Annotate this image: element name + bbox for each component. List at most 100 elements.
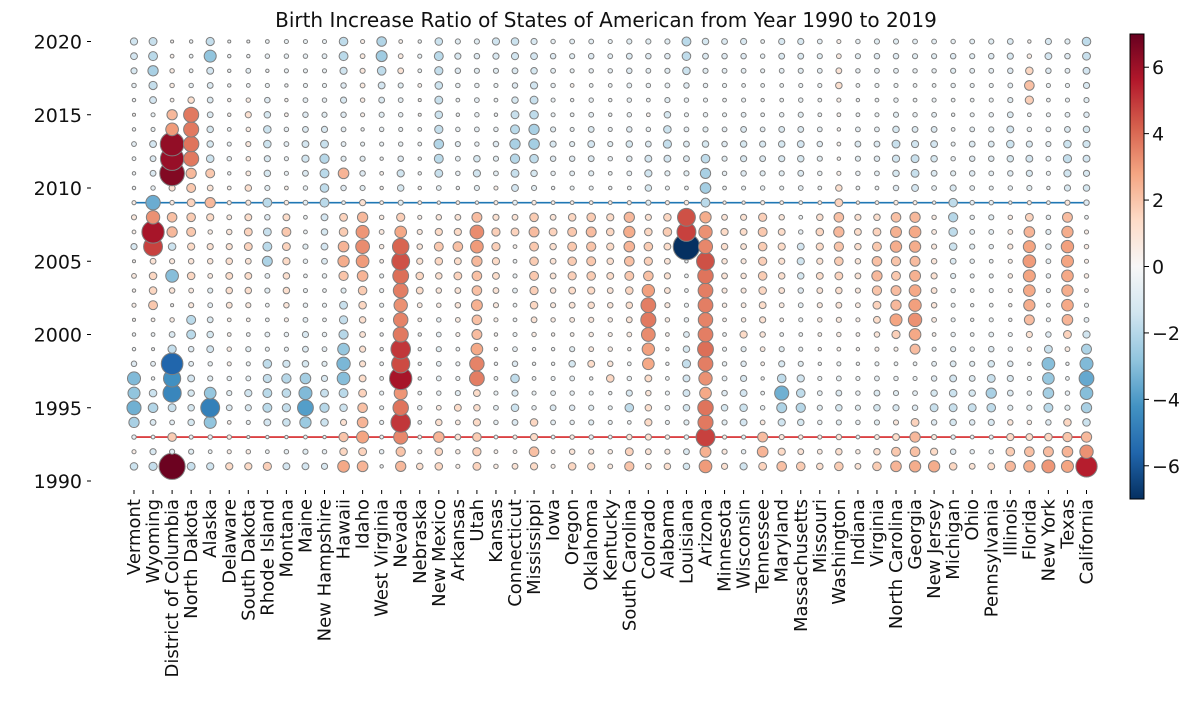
x-tick-label: Massachusetts [791, 499, 812, 632]
bubble-point [889, 240, 903, 253]
x-tick-label: Hawaii [334, 499, 355, 559]
bubble-point [778, 52, 786, 60]
x-tick-label: Alaska [200, 499, 221, 558]
bubble-point [206, 82, 214, 89]
bubble-point [169, 53, 175, 59]
bubble-point [244, 388, 253, 398]
bubble-point [949, 257, 957, 265]
bubble-point [454, 316, 461, 323]
bubble-point [130, 67, 138, 75]
bubble-point [949, 418, 957, 427]
bubble-point [700, 153, 711, 164]
bubble-point [836, 156, 842, 161]
bubble-point [606, 213, 615, 222]
bubble-point [1026, 390, 1033, 396]
bubble-point [512, 258, 518, 264]
bubble-point [392, 399, 409, 416]
bubble-point [358, 374, 367, 383]
bubble-point [891, 329, 901, 340]
bubble-point [836, 361, 842, 367]
bubble-point [702, 126, 709, 133]
bubble-point [569, 68, 575, 74]
bubble-point [892, 38, 900, 45]
bubble-point [740, 155, 748, 163]
bubble-point [664, 434, 671, 440]
bubble-point [149, 155, 157, 163]
bubble-point [890, 285, 902, 297]
bubble-point [336, 356, 351, 371]
bubble-point [1083, 199, 1090, 206]
bubble-point [912, 390, 918, 397]
bubble-point [1062, 431, 1073, 443]
bubble-point [1045, 126, 1052, 133]
x-tick-label: Kansas [486, 499, 507, 563]
bubble-point [510, 52, 520, 61]
bubble-point [697, 239, 714, 255]
bubble-point [491, 241, 501, 252]
bubble-point [644, 154, 653, 163]
bubble-point [188, 53, 194, 59]
bubble-point [874, 434, 880, 440]
bubble-point [683, 97, 690, 103]
bubble-point [721, 170, 728, 177]
bubble-point [417, 141, 423, 147]
bubble-point [550, 185, 556, 191]
bubble-point [356, 416, 369, 429]
bubble-point [321, 273, 328, 279]
bubble-point [700, 197, 711, 208]
bubble-point [969, 448, 975, 455]
bubble-point [1079, 356, 1094, 371]
bubble-point [510, 403, 520, 413]
y-tick-label: 2000 [34, 325, 82, 347]
bubble-point [605, 374, 615, 383]
bubble-point [302, 111, 309, 118]
bubble-point [778, 433, 785, 441]
bubble-point [740, 213, 748, 221]
bubble-point [587, 359, 596, 368]
bubble-point [435, 404, 442, 411]
bubble-point [263, 110, 272, 119]
bubble-point [319, 197, 330, 208]
bubble-point [909, 343, 921, 355]
bubble-point [950, 331, 956, 338]
bubble-point [625, 286, 634, 295]
bubble-point [699, 167, 712, 180]
bubble-point [131, 302, 137, 308]
bubble-point [492, 271, 500, 280]
bubble-point [147, 402, 159, 414]
bubble-point [855, 126, 861, 133]
bubble-point [569, 38, 576, 45]
bubble-point [740, 258, 747, 265]
bubble-point [987, 360, 996, 368]
bubble-point [206, 66, 215, 75]
bubble-point [356, 430, 370, 444]
bubble-point [1025, 154, 1034, 163]
bubble-point [969, 360, 976, 367]
bubble-point [607, 317, 613, 323]
bubble-point [416, 302, 423, 309]
bubble-point [663, 213, 672, 222]
bubble-point [874, 346, 880, 352]
bubble-point [1065, 361, 1070, 367]
bubble-point [988, 112, 994, 118]
bubble-point [283, 346, 289, 352]
bubble-point [245, 419, 251, 425]
bubble-point [149, 418, 157, 426]
bubble-point [469, 370, 485, 387]
bubble-point [243, 227, 253, 237]
bubble-point [644, 374, 653, 383]
bubble-point [168, 287, 176, 294]
bubble-point [816, 67, 823, 74]
bubble-point [1061, 225, 1074, 239]
bubble-point [760, 97, 765, 103]
x-tick-label: Oklahoma [581, 499, 602, 591]
bubble-point [760, 39, 766, 44]
bubble-point [397, 199, 404, 206]
bubble-point [472, 418, 482, 427]
bubble-point [549, 242, 557, 251]
bubble-point [588, 331, 594, 338]
bubble-point [1060, 459, 1074, 473]
bubble-point [701, 140, 710, 148]
bubble-point [988, 448, 994, 455]
bubble-point [1080, 402, 1093, 414]
